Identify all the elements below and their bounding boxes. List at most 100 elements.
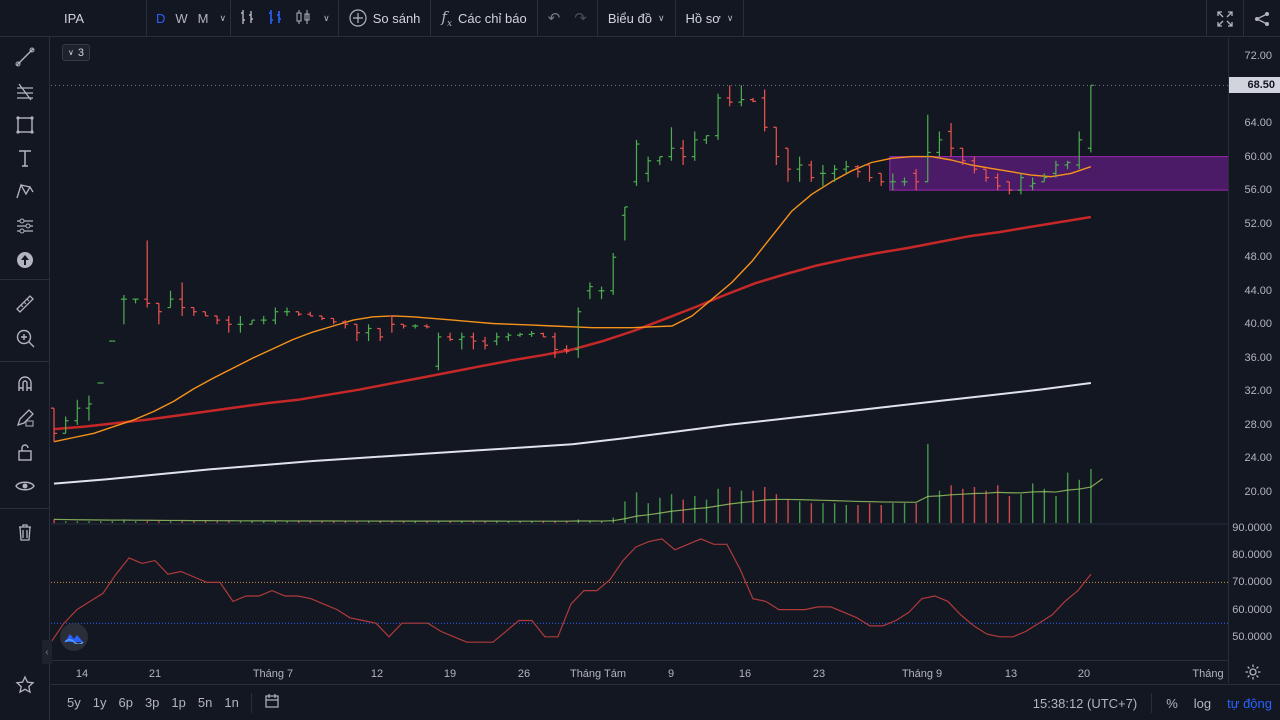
brand-logo-icon[interactable] bbox=[60, 623, 88, 651]
rectangle-tool-icon[interactable] bbox=[13, 113, 37, 137]
price-tick-label: 60.00 bbox=[1244, 150, 1272, 163]
prediction-tool-icon[interactable] bbox=[13, 214, 37, 238]
settings-gear-icon[interactable] bbox=[1244, 663, 1264, 683]
chart-layout-menu[interactable]: Biểu đồ ∨ bbox=[598, 0, 675, 37]
clock-timezone[interactable]: 15:38:12 (UTC+7) bbox=[1032, 695, 1138, 711]
volume-bar bbox=[344, 521, 347, 523]
volume-bar bbox=[635, 492, 638, 523]
percent-scale-toggle[interactable]: % bbox=[1166, 695, 1178, 711]
volume-bar bbox=[880, 505, 882, 523]
price-chart[interactable] bbox=[51, 38, 1228, 683]
time-tick-label: 9 bbox=[667, 668, 675, 680]
volume-bar bbox=[146, 521, 148, 523]
collapse-toolbar-tab[interactable]: ‹ bbox=[42, 640, 52, 664]
fullscreen-icon[interactable] bbox=[1207, 0, 1243, 37]
volume-bar bbox=[1032, 483, 1034, 523]
range-1m[interactable]: 1p bbox=[171, 695, 186, 710]
volume-bar bbox=[76, 521, 79, 523]
range-5y[interactable]: 5y bbox=[67, 695, 81, 710]
rsi-tick-label: 90.0000 bbox=[1232, 522, 1272, 534]
trend-line-icon[interactable] bbox=[13, 45, 37, 69]
log-scale-toggle[interactable]: log bbox=[1193, 695, 1212, 711]
ma-mid-line bbox=[53, 215, 1092, 431]
time-axis[interactable]: 14 21 Tháng 7 12 19 26 Tháng Tám 9 16 23 Tháng 9 13… bbox=[51, 660, 1228, 684]
zoom-in-icon[interactable] bbox=[13, 326, 37, 350]
range-6m[interactable]: 6p bbox=[118, 695, 133, 710]
interval-group: D W M ∨ bbox=[147, 0, 230, 37]
indicators-label: Các chỉ báo bbox=[458, 10, 527, 26]
fib-tool-icon[interactable] bbox=[13, 80, 37, 104]
price-tick-label: 64.00 bbox=[1244, 117, 1272, 130]
volume-bar bbox=[973, 487, 976, 523]
top-toolbar: IPA D W M ∨ ∨ So sánh fx Các chỉ báo ↶ ↷… bbox=[0, 0, 1280, 37]
time-tick-label: 19 bbox=[443, 668, 457, 680]
chart-menu-label: Biểu đồ bbox=[607, 10, 652, 26]
ruler-icon[interactable] bbox=[13, 292, 37, 316]
volume-bar bbox=[764, 487, 766, 523]
profile-menu[interactable]: Hồ sơ ∨ bbox=[676, 0, 744, 37]
range-3m[interactable]: 3p bbox=[144, 695, 160, 710]
interval-month[interactable]: M bbox=[197, 10, 209, 26]
icon-tool-icon[interactable] bbox=[13, 248, 37, 272]
volume-bar bbox=[531, 521, 533, 523]
highlight-zone-rectangle bbox=[889, 156, 1228, 191]
volume-bar bbox=[950, 485, 952, 523]
volume-bar bbox=[414, 521, 416, 523]
bars-style-icon[interactable] bbox=[239, 8, 255, 29]
volume-bar bbox=[682, 499, 684, 523]
price-tick-label: 52.00 bbox=[1244, 217, 1272, 230]
lock-icon[interactable] bbox=[13, 440, 37, 464]
price-tick-label: 36.00 bbox=[1244, 351, 1272, 364]
text-tool-icon[interactable] bbox=[13, 146, 37, 170]
ohlc-style-icon[interactable] bbox=[267, 8, 283, 29]
volume-bar bbox=[729, 487, 731, 523]
interval-week[interactable]: W bbox=[175, 10, 188, 26]
compare-button[interactable]: So sánh bbox=[339, 0, 431, 37]
range-5d[interactable]: 5n bbox=[197, 695, 213, 710]
goto-date-icon[interactable] bbox=[258, 693, 286, 712]
volume-bar bbox=[437, 521, 440, 523]
volume-bar bbox=[938, 490, 941, 523]
time-tick-label: 12 bbox=[370, 668, 384, 680]
redo-icon[interactable]: ↷ bbox=[574, 10, 587, 27]
volume-bar bbox=[181, 521, 183, 523]
star-icon[interactable] bbox=[13, 673, 37, 697]
indicators-button[interactable]: fx Các chỉ báo bbox=[431, 0, 536, 37]
symbol-search[interactable]: IPA bbox=[64, 10, 84, 26]
price-axis[interactable]: 72.0068.0064.0060.0056.0052.0048.0044.00… bbox=[1228, 38, 1280, 683]
volume-bar bbox=[903, 503, 906, 523]
volume-bar bbox=[787, 499, 789, 523]
volume-bar bbox=[624, 501, 626, 523]
volume-bar bbox=[775, 494, 778, 523]
undo-icon[interactable]: ↶ bbox=[547, 10, 561, 27]
range-1y[interactable]: 1y bbox=[92, 695, 107, 710]
range-1d[interactable]: 1n bbox=[224, 695, 239, 710]
chevron-down-icon: ∨ bbox=[726, 12, 734, 23]
candles-style-icon[interactable] bbox=[295, 8, 311, 29]
lock-drawing-pencil-icon[interactable] bbox=[13, 406, 37, 430]
auto-scale-toggle[interactable]: tự động bbox=[1227, 695, 1272, 711]
pattern-tool-icon[interactable] bbox=[13, 179, 37, 203]
trash-icon[interactable] bbox=[13, 520, 37, 544]
eye-icon[interactable] bbox=[13, 474, 37, 498]
volume-bar bbox=[845, 505, 847, 523]
function-icon: fx bbox=[441, 7, 453, 29]
time-tick-label: Tháng 9 bbox=[901, 668, 943, 680]
chevron-down-icon[interactable]: ∨ bbox=[323, 12, 330, 23]
volume-bar bbox=[822, 503, 824, 523]
share-icon[interactable] bbox=[1244, 0, 1280, 37]
rsi-tick-label: 70.0000 bbox=[1232, 576, 1272, 589]
chevron-down-icon[interactable]: ∨ bbox=[219, 12, 227, 23]
time-tick-label: 16 bbox=[738, 668, 752, 680]
magnet-icon[interactable] bbox=[13, 372, 37, 396]
time-tick-label: 20 bbox=[1077, 668, 1091, 680]
volume-bar bbox=[670, 494, 673, 523]
volume-bar bbox=[962, 488, 964, 523]
volume-bar bbox=[600, 521, 603, 523]
price-tick-label: 32.00 bbox=[1244, 385, 1272, 398]
interval-day[interactable]: D bbox=[156, 10, 166, 26]
legend-toggle-button[interactable]: ∨ 3 bbox=[62, 44, 90, 61]
volume-bar bbox=[134, 521, 137, 523]
current-price-tag: 68.50 bbox=[1229, 77, 1280, 94]
price-tick-label: 28.00 bbox=[1244, 418, 1272, 431]
